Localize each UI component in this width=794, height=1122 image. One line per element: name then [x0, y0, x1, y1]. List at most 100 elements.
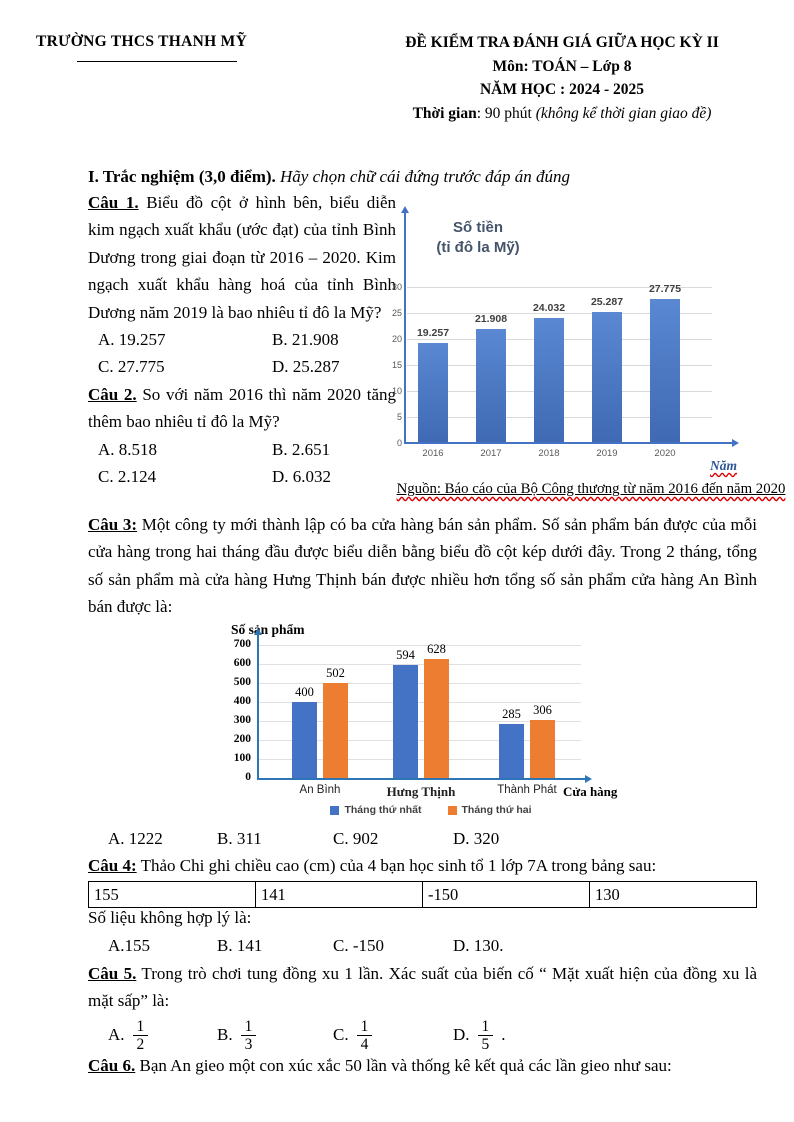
bar-value-label: 27.775: [648, 282, 682, 295]
x-tick-label: 2017: [480, 448, 502, 459]
legend-swatch-blue-icon: [330, 805, 340, 815]
question-5-text: Câu 5. Trong trò chơi tung đồng xu 1 lần…: [88, 964, 758, 1011]
x-tick-label: Thành Phát: [497, 784, 557, 796]
question-2-text: Câu 2. So với năm 2016 thì năm 2020 tăng…: [88, 384, 397, 432]
exam-year: NĂM HỌC : 2024 - 2025: [479, 81, 645, 98]
chart-title: Số tiền (tỉ đô la Mỹ): [436, 219, 520, 256]
y-axis: [257, 634, 259, 780]
option: B. 21.908: [272, 330, 339, 350]
y-axis-arrow-icon: [401, 206, 409, 213]
bar-2020: [650, 298, 680, 443]
option: B. 1 3: [217, 1018, 333, 1053]
x-tick-label: An Bình: [299, 784, 341, 796]
option: A. 8.518: [98, 439, 158, 459]
option: B. 311: [217, 829, 262, 848]
gridline: [259, 740, 581, 741]
bar-Hưng Thịnh-Tháng thứ nhất: [393, 665, 418, 778]
y-tick-label: 700: [233, 638, 251, 650]
exam-time: Thời gian: 90 phút (không kể thời gian g…: [412, 104, 712, 122]
x-axis-label: Năm: [710, 458, 737, 473]
x-axis-arrow-icon: [585, 775, 592, 783]
option: A. 1222: [108, 829, 163, 848]
legend-swatch-orange-icon: [447, 805, 457, 815]
bar-2018: [534, 318, 564, 443]
chart-source: Nguồn: Báo cáo của Bộ Công thương từ năm…: [396, 481, 786, 497]
y-tick-label: 500: [233, 676, 251, 688]
y-tick-label: 0: [245, 771, 251, 783]
y-axis-arrow-icon: [254, 628, 262, 635]
y-tick-label: 300: [233, 714, 251, 726]
gridline: [259, 759, 581, 760]
option: C. 27.775: [98, 357, 165, 377]
option: B. 141: [217, 936, 263, 955]
table-row: 155 141 -150 130: [88, 881, 757, 908]
y-axis: [404, 212, 406, 444]
option: D. 6.032: [272, 467, 332, 487]
bar-An Bình-Tháng thứ nhất: [292, 702, 317, 778]
y-tick-label: 25: [391, 308, 402, 318]
height-data-table: 155 141 -150 130: [88, 881, 757, 908]
option: B. 2.651: [272, 439, 331, 459]
bar-Hưng Thịnh-Tháng thứ hai: [424, 658, 449, 778]
x-axis-arrow-icon: [732, 439, 739, 447]
exam-subject: Môn: TOÁN – Lớp 8: [492, 57, 632, 75]
gridline: [407, 287, 712, 288]
question-column: Câu 1. Biểu đồ cột ở hình bên, biểu diễn…: [88, 189, 396, 490]
bar-value-label: 21.908: [474, 313, 508, 326]
y-tick-label: 20: [391, 334, 402, 344]
x-axis-label: Cửa hàng: [563, 784, 618, 799]
x-axis: [404, 442, 734, 444]
bar-An Bình-Tháng thứ hai: [323, 682, 348, 778]
option: A.155: [108, 936, 151, 955]
y-tick-label: 100: [233, 752, 251, 764]
question-3-options: A. 1222 B. 311 C. 902 D. 320: [88, 829, 777, 849]
x-tick-label: Hưng Thịnh: [386, 784, 456, 799]
bar-value-label: 24.032: [532, 302, 566, 315]
y-tick-label: 10: [391, 386, 402, 396]
x-tick-label: 2020: [654, 448, 676, 459]
y-tick-label: 5: [396, 412, 402, 422]
chart-title: Số sản phẩm: [231, 622, 305, 637]
x-tick-label: 2019: [596, 448, 618, 459]
y-tick-label: 15: [391, 360, 402, 370]
y-tick-label: 30: [391, 282, 402, 292]
option: C. 902: [333, 829, 379, 848]
question-3-text: Câu 3: Một công ty mới thành lập có ba c…: [88, 515, 757, 617]
bar-value-label: 628: [427, 641, 446, 656]
question-1-options: A. 19.257 B. 21.908 C. 27.775 D. 25.287: [88, 326, 396, 381]
gridline: [259, 645, 581, 646]
section-heading: I. Trắc nghiệm (3,0 điểm). Hãy chọn chữ …: [88, 167, 570, 186]
gridline: [259, 664, 581, 665]
bar-2016: [418, 342, 448, 443]
question-4-text: Câu 4: Thảo Chi ghi chiều cao (cm) của 4…: [88, 856, 657, 875]
y-tick-label: 200: [233, 733, 251, 745]
bar-Thành Phát-Tháng thứ hai: [530, 719, 555, 778]
products-bar-chart: Số sản phẩm 0 100 200 300 400 500 600 700 400 502…: [213, 622, 649, 826]
table-cell: 155: [88, 881, 256, 908]
legend-item: Tháng thứ nhất: [330, 804, 422, 816]
bar-2017: [476, 329, 506, 443]
bar-Thành Phát-Tháng thứ nhất: [499, 723, 524, 778]
question-5-options: A. 1 2 B. 1 3 C. 1 4 D. 1 5 .: [88, 1010, 777, 1060]
gridline: [407, 313, 712, 314]
bar-value-label: 594: [396, 648, 415, 663]
x-tick-label: 2018: [538, 448, 560, 459]
exam-title: ĐỀ KIỂM TRA ĐÁNH GIÁ GIỮA HỌC KỲ II: [405, 34, 719, 51]
question-2-options: A. 8.518 B. 2.651 C. 2.124 D. 6.032: [88, 436, 396, 491]
option: C. 1 4: [333, 1018, 453, 1053]
option: A. 19.257: [98, 330, 166, 350]
table-cell: -150: [422, 881, 590, 908]
table-cell: 130: [589, 881, 757, 908]
export-bar-chart: Số tiền (tỉ đô la Mỹ) 0 5 10 15 20 25 30 19.257…: [388, 206, 794, 478]
bar-value-label: 400: [295, 685, 314, 699]
bar-value-label: 306: [533, 702, 552, 717]
bar-value-label: 19.257: [416, 326, 450, 339]
school-name: TRƯỜNG THCS THANH MỸ: [36, 33, 248, 50]
gridline: [259, 683, 581, 684]
option: D. 320: [453, 829, 500, 848]
y-tick-label: 0: [396, 438, 402, 448]
